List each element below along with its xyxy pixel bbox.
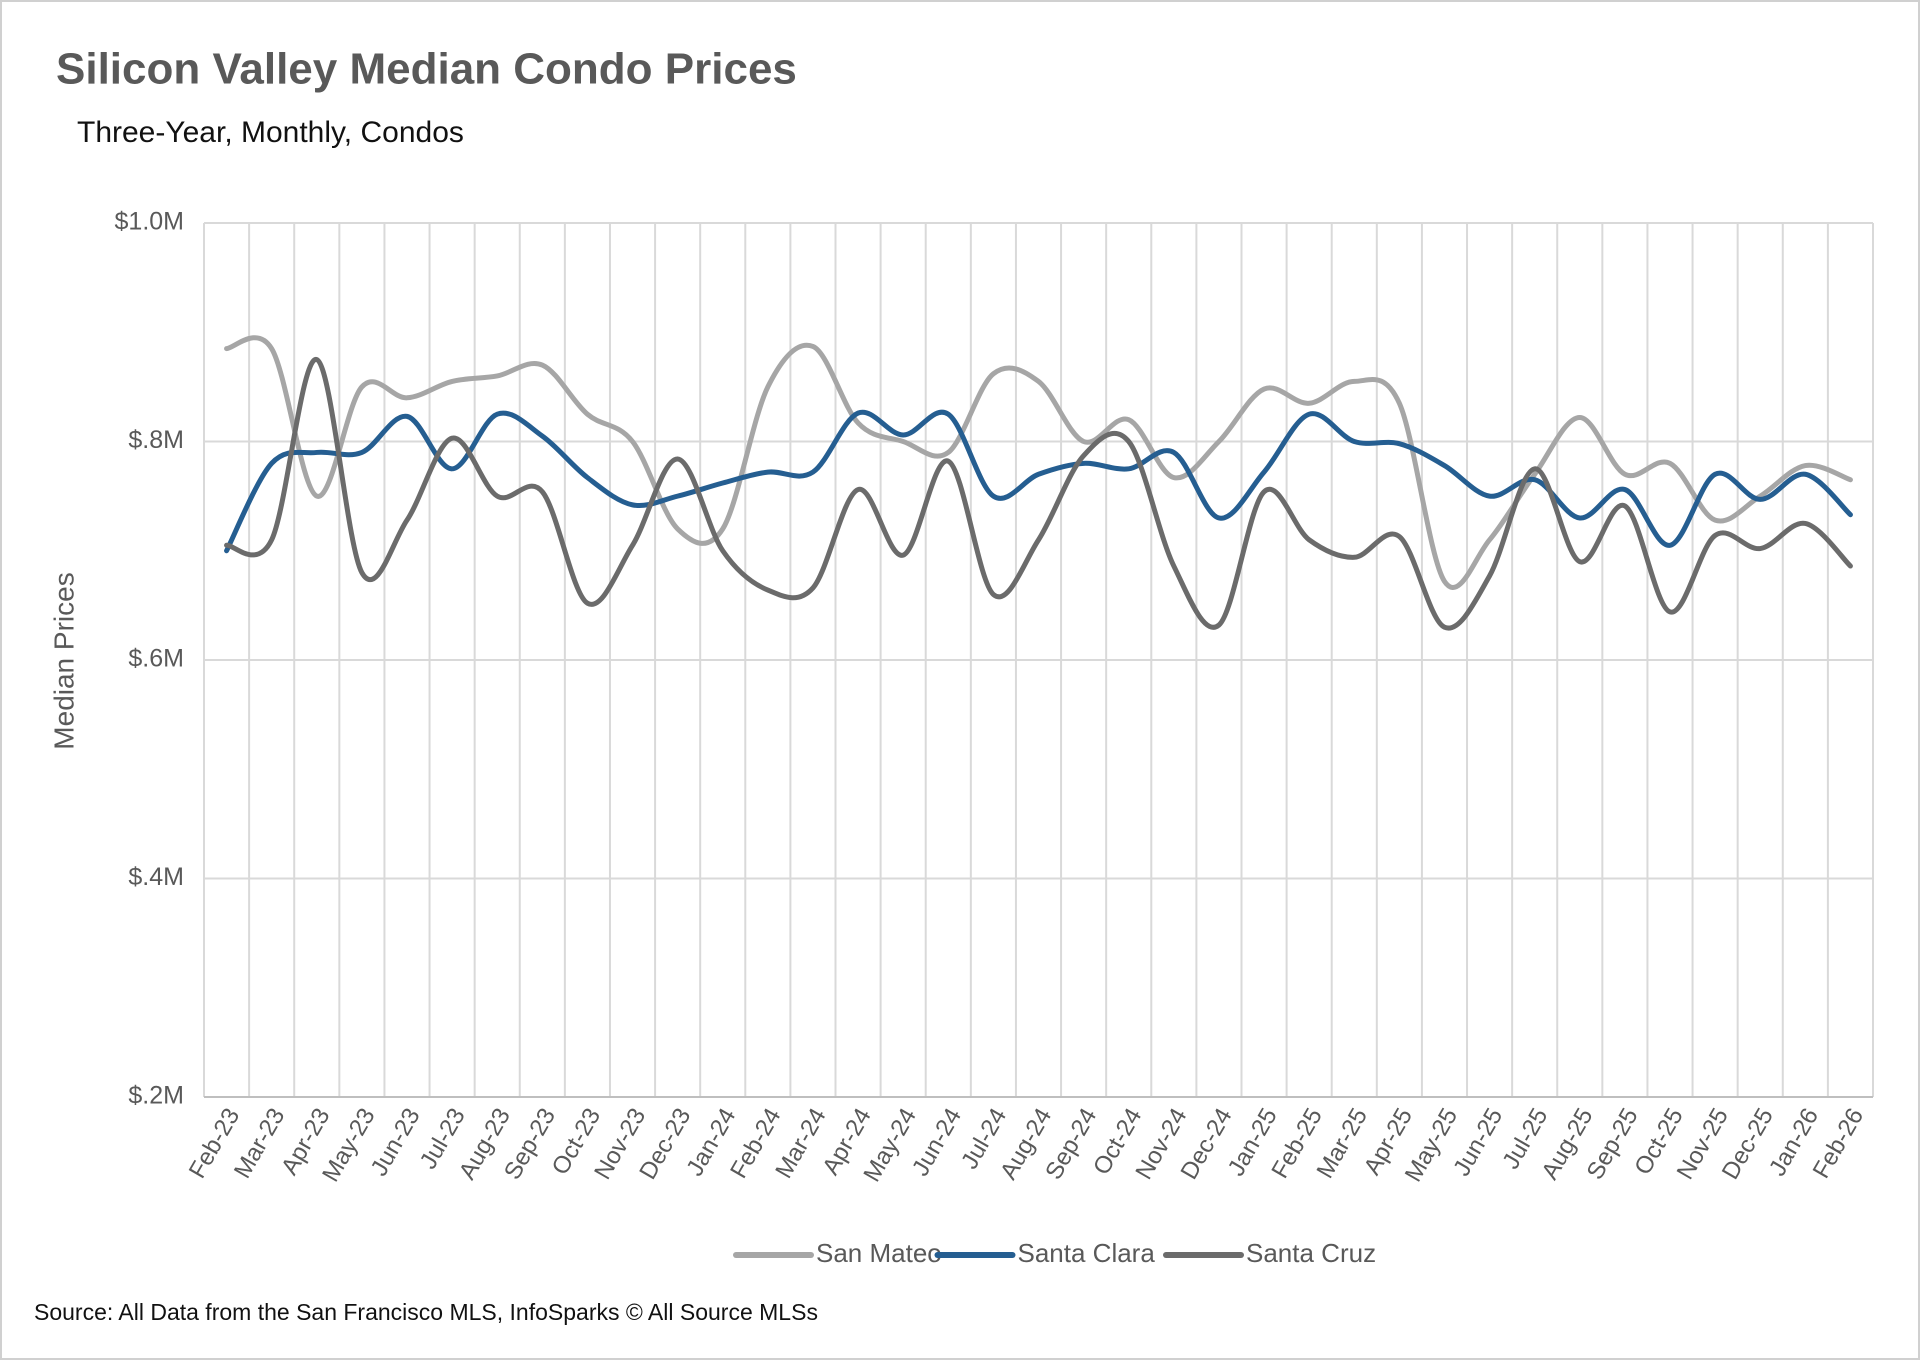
y-tick-label: $.6M bbox=[128, 645, 184, 673]
chart-subtitle: Three-Year, Monthly, Condos bbox=[77, 116, 464, 149]
y-axis-label: Median Prices bbox=[48, 572, 79, 749]
y-tick-label: $.8M bbox=[128, 426, 184, 454]
y-tick-label: $.2M bbox=[128, 1082, 184, 1110]
y-tick-label: $1.0M bbox=[115, 208, 184, 236]
series-line bbox=[224, 409, 1853, 554]
legend-label: Santa Cruz bbox=[1246, 1238, 1376, 1268]
series-line bbox=[224, 357, 1853, 631]
source-note: Source: All Data from the San Francisco … bbox=[34, 1299, 818, 1325]
chart-title: Silicon Valley Median Condo Prices bbox=[56, 45, 797, 94]
legend-label: San Mateo bbox=[816, 1238, 942, 1268]
series-line bbox=[224, 335, 1853, 590]
y-tick-label: $.4M bbox=[128, 863, 184, 891]
legend-label: Santa Clara bbox=[1018, 1238, 1156, 1268]
